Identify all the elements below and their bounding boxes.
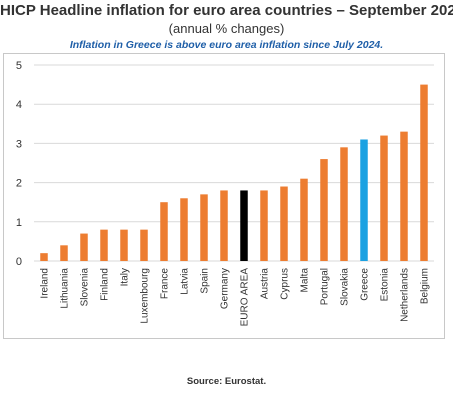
bar [240,190,248,261]
y-tick-label: 5 [16,60,22,72]
x-axis: Ireland Lithuania Slovenia Finland Italy Luxe… [40,268,431,327]
x-tick-label: Greece [360,268,371,301]
bar [320,159,328,261]
x-tick-label: Finland [100,268,111,301]
x-tick-label: Belgium [420,268,431,304]
bar [400,131,408,261]
chart-title: HICP Headline inflation for euro area co… [0,2,453,19]
bar [340,147,348,261]
x-tick-label: Portugal [320,268,331,305]
bar [260,190,268,261]
bar [360,139,368,261]
chart-subtitle: (annual % changes) [168,21,285,36]
x-tick-label: EURO AREA [240,268,251,327]
x-tick-label: Netherlands [400,268,411,322]
y-axis: 0 1 2 3 4 5 [16,60,22,268]
x-tick-label: Luxembourg [140,268,151,324]
source-note: Source: Eurostat. [186,376,267,387]
bar [80,233,88,261]
bar [420,84,428,261]
y-tick-label: 1 [16,217,22,229]
x-tick-label: Estonia [380,268,391,302]
chart-note: Inflation in Greece is above euro area i… [69,39,384,51]
y-tick-label: 3 [16,138,22,150]
x-tick-label: Latvia [180,268,191,295]
x-tick-label: Slovakia [340,268,351,306]
y-tick-label: 4 [16,99,22,111]
bar [280,186,288,261]
x-tick-label: Cyprus [280,268,291,300]
bar-chart: 0 1 2 3 4 5 Ireland Lithuania Slovenia Finland It… [16,60,434,327]
x-tick-label: Slovenia [80,268,91,307]
gridlines [34,64,434,262]
bar [300,178,308,261]
x-tick-label: Ireland [40,268,51,299]
x-tick-label: Lithuania [60,268,71,309]
x-tick-label: Austria [260,268,271,300]
bar [380,135,388,261]
chart-frame: 0 1 2 3 4 5 Ireland Lithuania Slovenia Finland It… [3,53,445,339]
y-tick-label: 2 [16,178,22,190]
bar [120,229,128,261]
bars [40,84,428,261]
bar [160,202,168,261]
y-tick-label: 0 [16,256,22,268]
bar [40,253,48,261]
bar [220,190,228,261]
x-tick-label: Italy [120,268,131,286]
bar [200,194,208,261]
x-tick-label: Germany [220,268,231,309]
x-tick-label: Malta [300,268,311,293]
bar [100,229,108,261]
x-tick-label: France [160,268,171,300]
x-tick-label: Spain [200,268,211,294]
bar [60,245,68,261]
bar [140,229,148,261]
bar [180,198,188,261]
